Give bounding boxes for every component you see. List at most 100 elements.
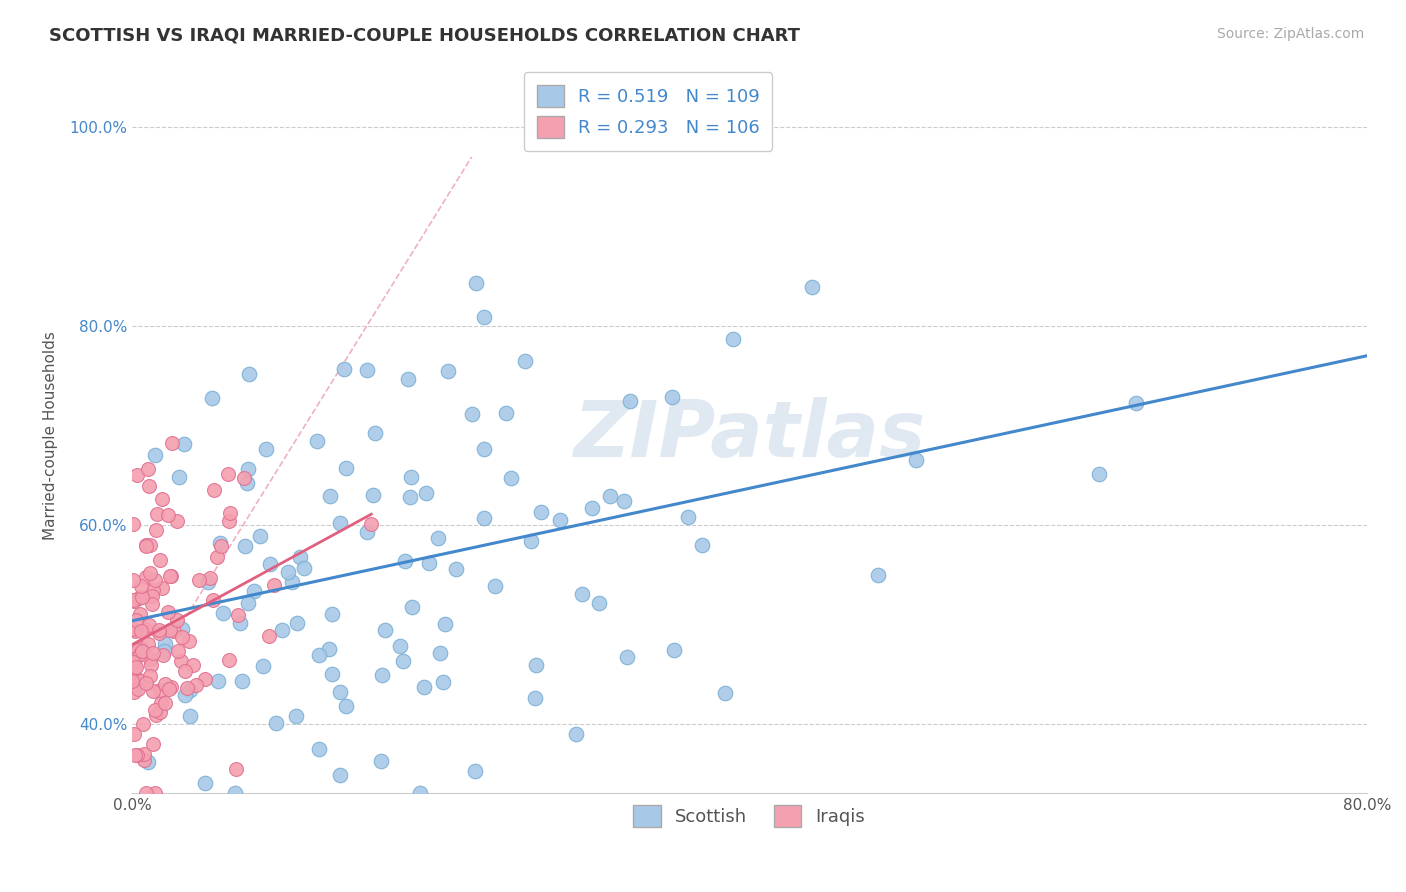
Point	[135, 570, 157, 584]
Point	[292, 561, 315, 575]
Point	[122, 622, 145, 636]
Point	[149, 553, 172, 567]
Point	[460, 408, 482, 422]
Point	[290, 550, 312, 565]
Point	[146, 507, 169, 521]
Point	[318, 642, 340, 657]
Point	[142, 582, 165, 597]
Point	[464, 764, 486, 778]
Point	[335, 699, 357, 714]
Point	[662, 643, 685, 657]
Point	[335, 461, 357, 475]
Point	[361, 487, 384, 501]
Point	[264, 716, 287, 731]
Text: Source: ZipAtlas.com: Source: ZipAtlas.com	[1216, 27, 1364, 41]
Point	[392, 654, 415, 668]
Point	[172, 630, 194, 644]
Point	[571, 587, 593, 601]
Point	[160, 680, 183, 694]
Point	[139, 669, 162, 683]
Point	[184, 678, 207, 692]
Point	[374, 623, 396, 637]
Point	[225, 762, 247, 776]
Point	[426, 532, 449, 546]
Point	[129, 624, 152, 638]
Point	[530, 505, 553, 519]
Point	[148, 623, 170, 637]
Point	[176, 681, 198, 695]
Y-axis label: Married-couple Households: Married-couple Households	[44, 331, 58, 540]
Point	[170, 654, 193, 668]
Point	[136, 638, 159, 652]
Point	[121, 573, 143, 587]
Point	[370, 754, 392, 768]
Point	[371, 667, 394, 681]
Point	[127, 748, 149, 763]
Point	[501, 471, 523, 485]
Point	[153, 637, 176, 651]
Point	[429, 647, 451, 661]
Point	[149, 705, 172, 719]
Point	[121, 673, 143, 688]
Point	[408, 786, 430, 800]
Point	[721, 332, 744, 346]
Point	[252, 658, 274, 673]
Point	[207, 674, 229, 689]
Point	[224, 786, 246, 800]
Point	[413, 680, 436, 694]
Point	[127, 643, 149, 657]
Point	[157, 681, 180, 696]
Point	[141, 589, 163, 603]
Point	[157, 605, 180, 619]
Point	[236, 475, 259, 490]
Point	[523, 690, 546, 705]
Point	[513, 354, 536, 368]
Point	[524, 657, 547, 672]
Point	[163, 624, 186, 638]
Point	[319, 489, 342, 503]
Text: SCOTTISH VS IRAQI MARRIED-COUPLE HOUSEHOLDS CORRELATION CHART: SCOTTISH VS IRAQI MARRIED-COUPLE HOUSEHO…	[49, 27, 800, 45]
Point	[1088, 467, 1111, 482]
Point	[152, 648, 174, 663]
Point	[356, 362, 378, 376]
Point	[166, 613, 188, 627]
Point	[236, 462, 259, 476]
Point	[360, 516, 382, 531]
Point	[124, 651, 146, 665]
Point	[588, 596, 610, 610]
Point	[364, 425, 387, 440]
Point	[132, 717, 155, 731]
Point	[472, 511, 495, 525]
Point	[159, 623, 181, 637]
Point	[415, 486, 437, 500]
Point	[173, 664, 195, 678]
Point	[612, 126, 634, 140]
Point	[308, 648, 330, 663]
Point	[201, 391, 224, 405]
Point	[122, 727, 145, 741]
Point	[125, 467, 148, 482]
Point	[134, 747, 156, 762]
Point	[472, 310, 495, 324]
Point	[263, 578, 285, 592]
Point	[432, 675, 454, 690]
Point	[321, 667, 343, 681]
Point	[177, 634, 200, 648]
Point	[565, 726, 588, 740]
Point	[714, 686, 737, 700]
Point	[181, 658, 204, 673]
Point	[142, 646, 165, 660]
Point	[149, 682, 172, 697]
Point	[599, 489, 621, 503]
Point	[142, 684, 165, 698]
Point	[173, 436, 195, 450]
Point	[281, 574, 304, 589]
Point	[141, 598, 163, 612]
Point	[128, 591, 150, 606]
Point	[231, 673, 253, 688]
Point	[209, 539, 232, 553]
Point	[125, 660, 148, 674]
Point	[433, 617, 456, 632]
Point	[124, 624, 146, 638]
Point	[418, 556, 440, 570]
